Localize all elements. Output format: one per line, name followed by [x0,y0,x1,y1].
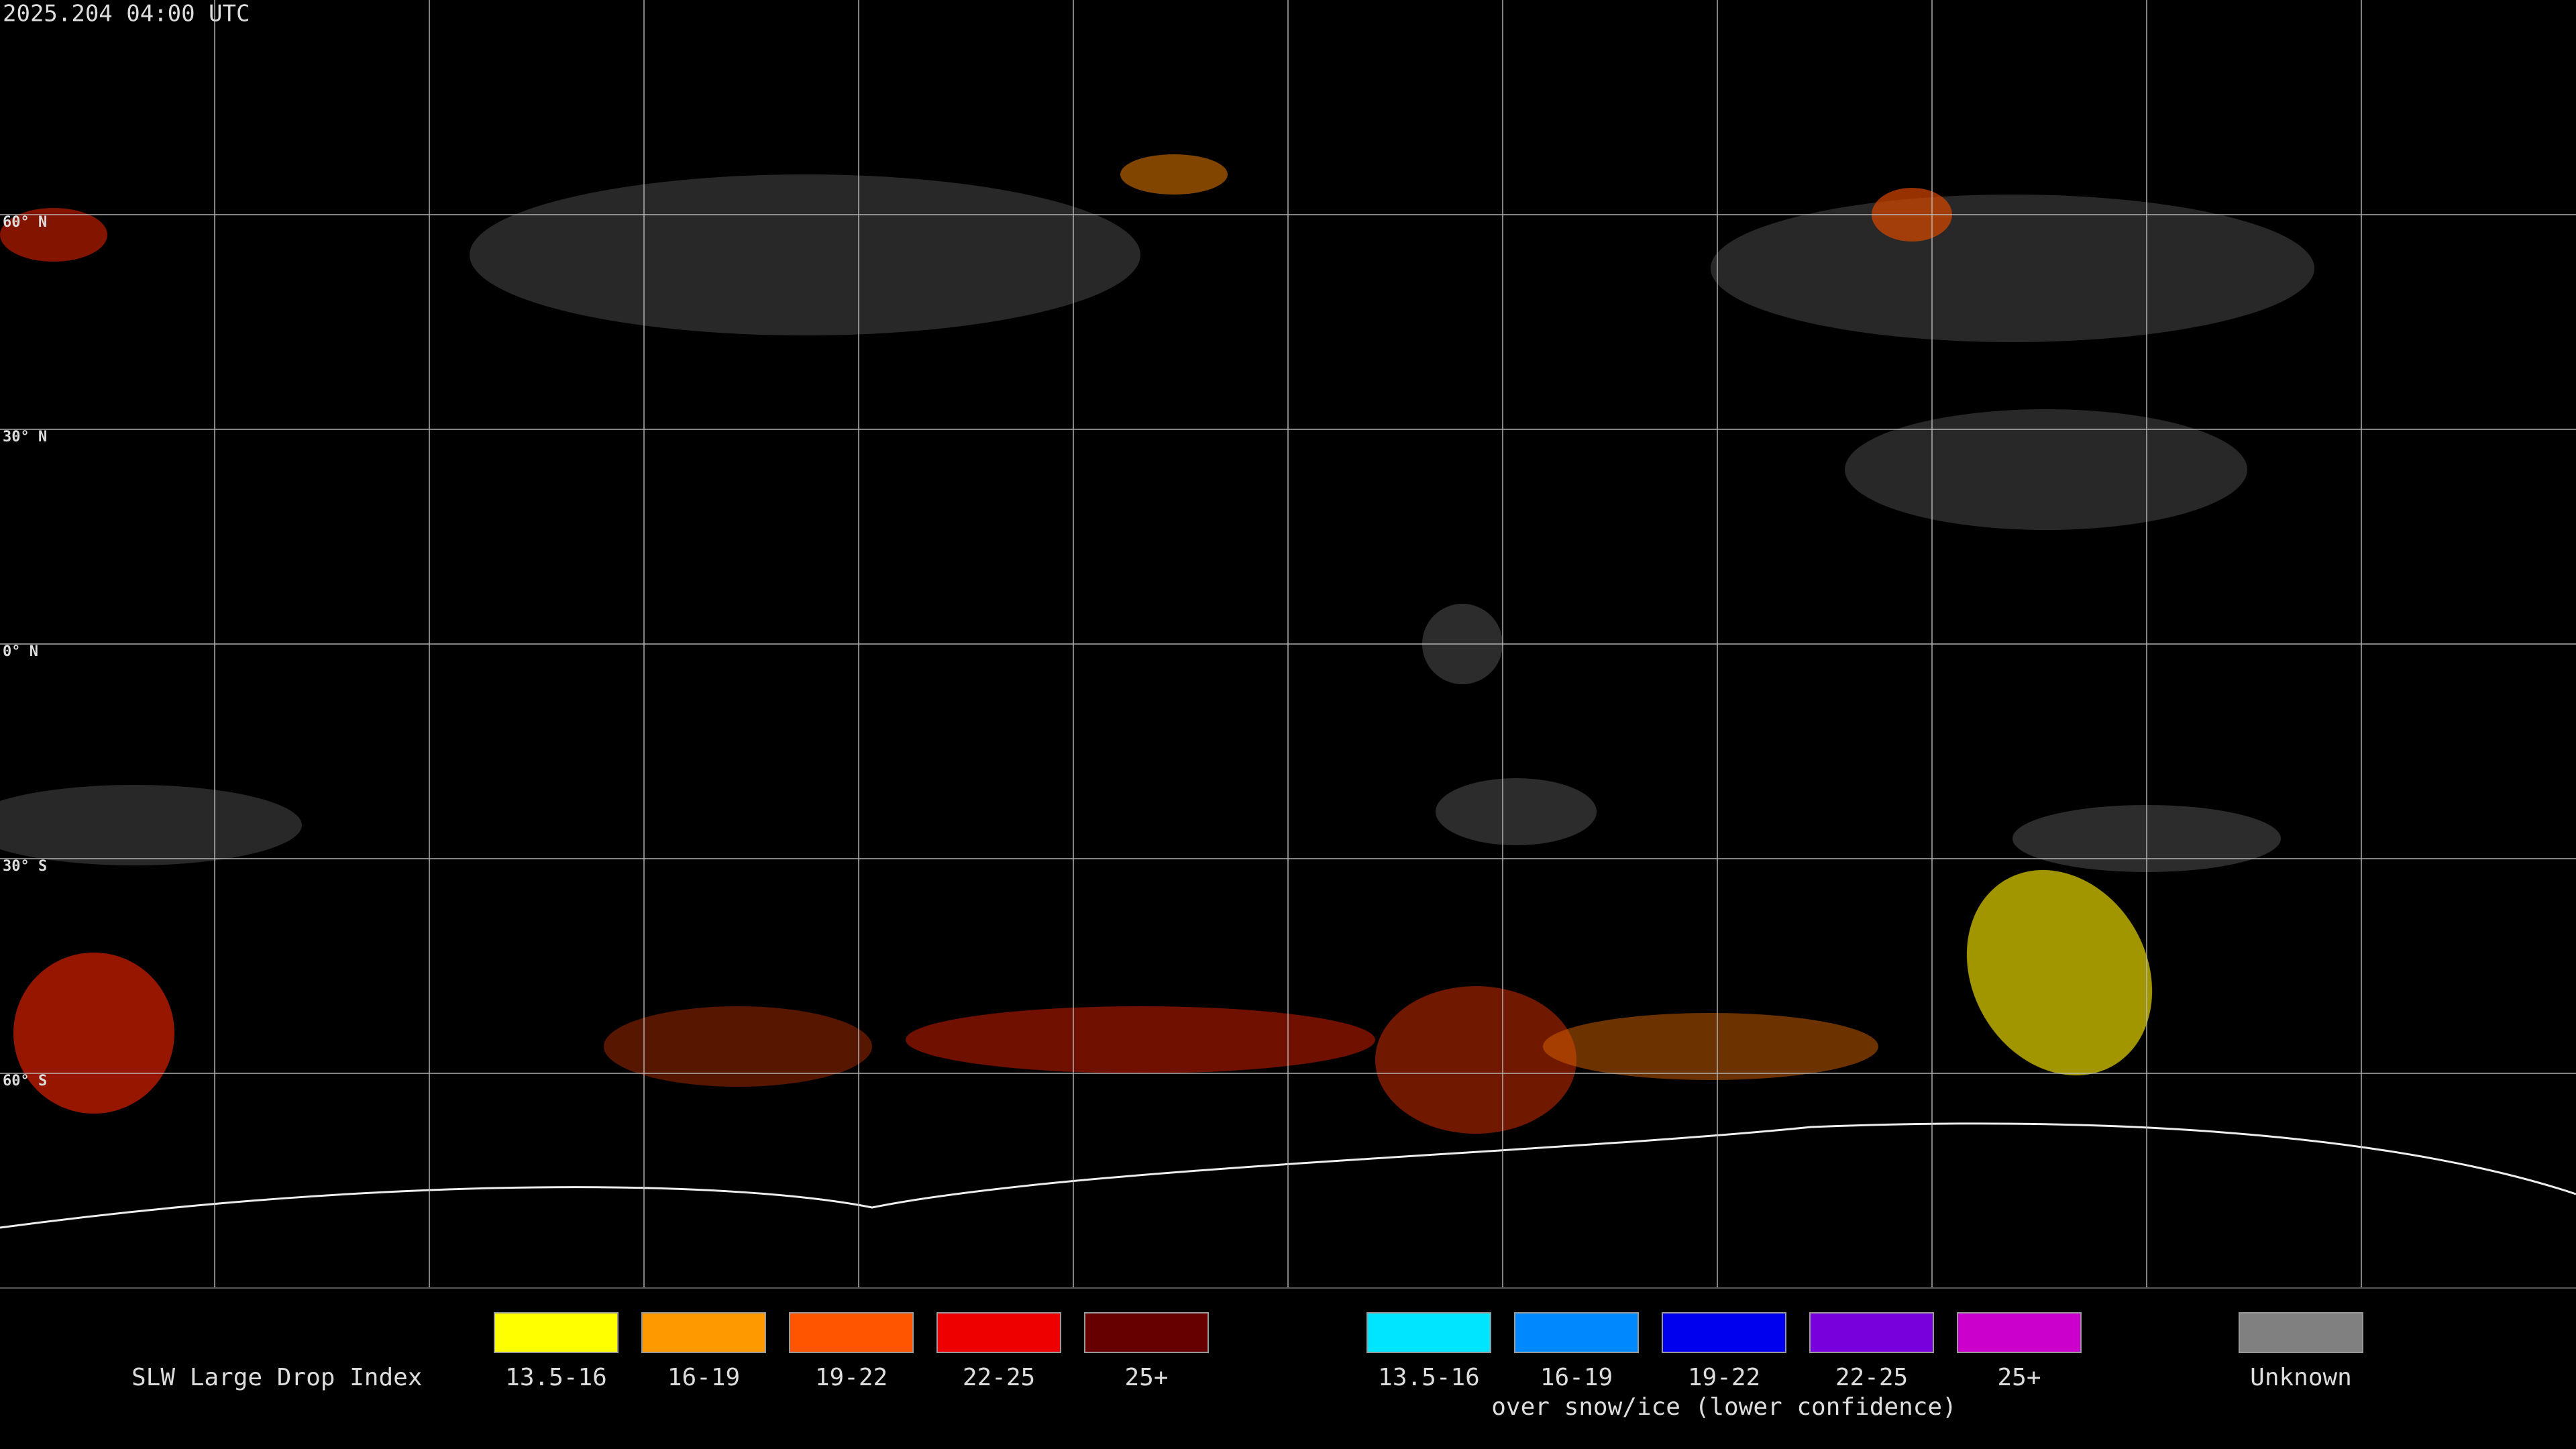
legend-swatch [494,1312,619,1353]
slw-patch [0,208,107,262]
legend-swatch [1957,1312,2082,1353]
cloud-patch [1436,778,1597,845]
legend-title: SLW Large Drop Index [131,1364,422,1391]
legend-label: 13.5-16 [505,1364,607,1391]
slw-patch [1120,154,1228,195]
legend-caption: over snow/ice (lower confidence) [1491,1393,1957,1421]
legend-label: 22-25 [1835,1364,1908,1391]
legend-swatch [1366,1312,1491,1353]
latitude-label: 60° N [3,214,47,231]
legend-swatch [1084,1312,1209,1353]
latitude-label: 30° N [3,429,47,445]
legend-label: 19-22 [1688,1364,1760,1391]
cloud-patch [0,785,302,865]
legend-label: 25+ [1997,1364,2041,1391]
legend-label: 25+ [1124,1364,1168,1391]
slw-patch [1543,1013,1878,1080]
legend-swatch [641,1312,766,1353]
legend-label: 22-25 [963,1364,1035,1391]
legend-swatch [2239,1312,2363,1353]
cloud-patch [470,174,1140,335]
slw-patch [1966,869,2153,1076]
legend-swatch [1514,1312,1639,1353]
legend-label: Unknown [2250,1364,2352,1391]
slw-patch [906,1006,1375,1073]
legend-swatch [936,1312,1061,1353]
cloud-patch [1845,409,2247,530]
graticule: 60° N 30° N 0° N 30° S 60° S [0,0,2576,1288]
slw-patch [1375,986,1576,1134]
legend-label: 16-19 [1540,1364,1613,1391]
legend-swatch [1809,1312,1934,1353]
antarctica-coastline [0,1122,2576,1229]
cloud-patches [0,154,2314,1134]
slw-patch [13,953,174,1114]
latitude-label: 30° S [3,858,47,875]
latitude-label: 60° S [3,1073,47,1089]
legend-label: 19-22 [815,1364,888,1391]
cloud-patch [1711,195,2314,342]
legend-label: 16-19 [667,1364,740,1391]
legend-swatch [1662,1312,1786,1353]
legend-swatch [789,1312,914,1353]
latitude-label: 0° N [3,643,38,660]
legend: SLW Large Drop Index 13.5-16 16-19 19-22 22-… [131,1312,2363,1421]
timestamp: 2025.204 04:00 UTC [3,1,250,28]
slw-patch [604,1006,872,1087]
legend-label: 13.5-16 [1378,1364,1480,1391]
